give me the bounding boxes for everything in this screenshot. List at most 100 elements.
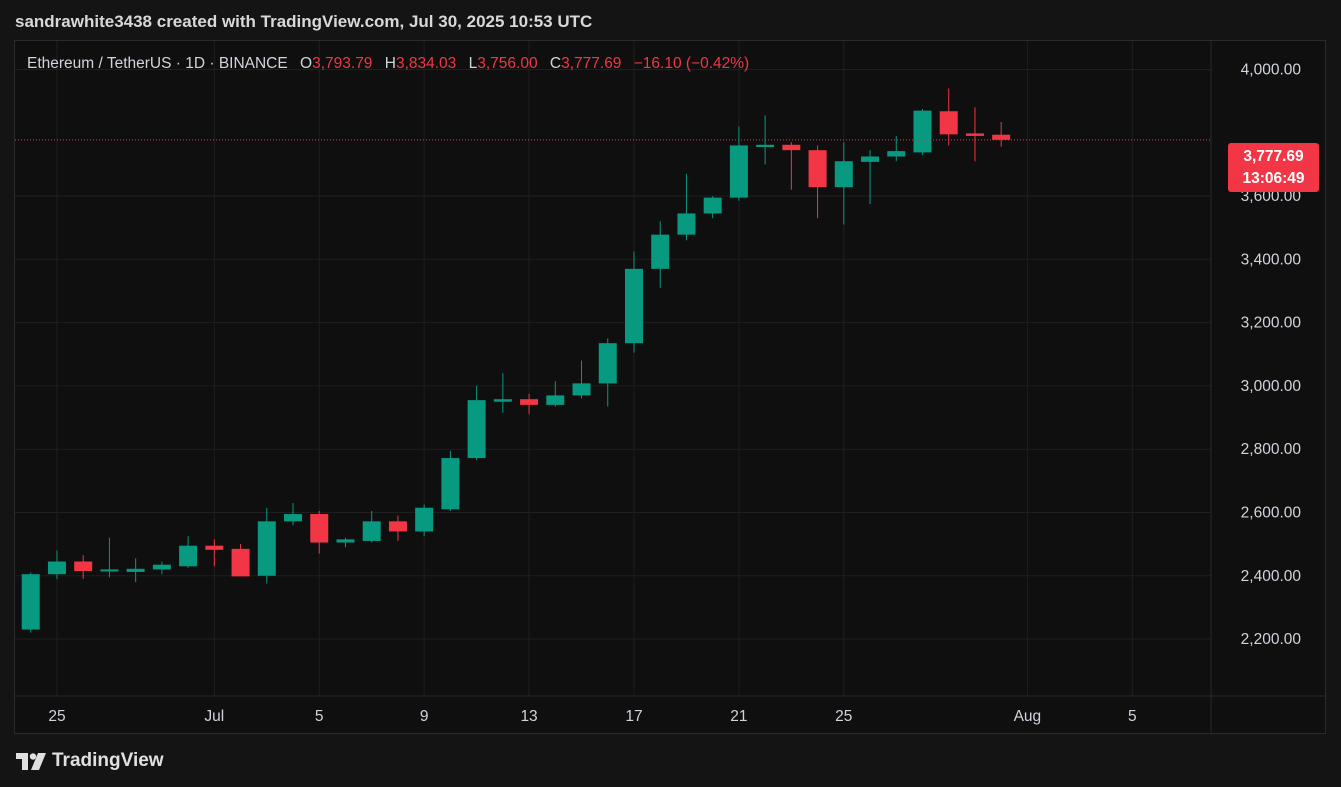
y-tick-label: 2,200.00 bbox=[1241, 631, 1302, 648]
bearish-candle bbox=[388, 515, 407, 541]
bar-countdown: 13:06:49 bbox=[1242, 170, 1305, 187]
candle-body bbox=[887, 151, 906, 157]
candle-body bbox=[284, 514, 303, 522]
last-price-tag: 3,777.69 13:06:49 bbox=[1228, 143, 1319, 192]
bearish-candle bbox=[808, 145, 827, 219]
candle-body bbox=[152, 564, 171, 570]
change-value: −16.10 (−0.42%) bbox=[633, 55, 750, 72]
x-tick-label: Jul bbox=[204, 708, 224, 725]
candle-body bbox=[782, 144, 801, 151]
tradingview-logo[interactable]: TradingView bbox=[16, 750, 164, 772]
last-price: 3,777.69 bbox=[1243, 148, 1304, 165]
candle-body bbox=[729, 145, 748, 198]
bullish-candle bbox=[861, 150, 880, 204]
bullish-candle bbox=[572, 360, 591, 399]
candle-body bbox=[913, 110, 932, 153]
candle-body bbox=[441, 458, 460, 510]
x-tick-label: 25 bbox=[48, 708, 65, 725]
x-tick-label: Aug bbox=[1014, 708, 1042, 725]
tradingview-brand: TradingView bbox=[52, 750, 164, 771]
bullish-candle bbox=[126, 558, 145, 583]
chart-credit: sandrawhite3438 created with TradingView… bbox=[15, 12, 593, 31]
bullish-candle bbox=[21, 572, 40, 633]
candle-body bbox=[677, 213, 696, 235]
bullish-candle bbox=[913, 109, 932, 155]
bullish-candle bbox=[179, 536, 198, 568]
bearish-candle bbox=[992, 121, 1011, 147]
candle-body bbox=[179, 545, 198, 567]
y-tick-label: 2,800.00 bbox=[1241, 441, 1302, 458]
candlestick-chart[interactable]: 2,200.00 2,400.00 2,600.00 2,800.00 3,000.00… bbox=[15, 41, 1325, 733]
candle-body bbox=[834, 161, 853, 188]
candle-body bbox=[231, 548, 250, 577]
candle-body bbox=[100, 569, 119, 572]
candle-body bbox=[126, 568, 145, 572]
close-label: C bbox=[549, 55, 562, 72]
candle-body bbox=[572, 383, 591, 396]
bearish-candle bbox=[965, 107, 984, 162]
chart-panel[interactable]: 2,200.00 2,400.00 2,600.00 2,800.00 3,000.00… bbox=[14, 40, 1326, 734]
open-value: 3,793.79 bbox=[312, 55, 373, 72]
candle-body bbox=[546, 395, 565, 405]
bullish-candle bbox=[651, 221, 670, 288]
y-tick-label: 2,400.00 bbox=[1241, 568, 1302, 585]
candle-body bbox=[520, 399, 539, 405]
bearish-candle bbox=[74, 555, 93, 579]
candle-body bbox=[651, 234, 670, 269]
x-tick-label: 5 bbox=[315, 708, 324, 725]
candle-body bbox=[415, 507, 434, 532]
bullish-candle bbox=[441, 450, 460, 511]
candle-body bbox=[703, 197, 722, 214]
bullish-candle bbox=[47, 550, 66, 579]
tradingview-logo-icon bbox=[16, 752, 46, 770]
candle-body bbox=[467, 400, 486, 459]
bearish-candle bbox=[782, 142, 801, 190]
candle-body bbox=[965, 133, 984, 136]
bullish-candle bbox=[257, 507, 276, 584]
candle-body bbox=[310, 514, 329, 543]
close-value: 3,777.69 bbox=[561, 55, 622, 72]
bullish-candle bbox=[598, 338, 617, 407]
candle-body bbox=[336, 539, 355, 543]
bullish-candle bbox=[834, 142, 853, 225]
y-tick-label: 3,200.00 bbox=[1241, 315, 1302, 332]
bearish-candle bbox=[939, 88, 958, 146]
y-tick-label: 3,600.00 bbox=[1241, 188, 1302, 205]
x-tick-label: 5 bbox=[1128, 708, 1137, 725]
bullish-candle bbox=[493, 373, 512, 413]
bullish-candle bbox=[677, 173, 696, 241]
low-value: 3,756.00 bbox=[477, 55, 538, 72]
high-label: H bbox=[384, 55, 396, 72]
bullish-candle bbox=[703, 196, 722, 219]
x-tick-label: 21 bbox=[730, 708, 747, 725]
x-tick-label: 17 bbox=[625, 708, 642, 725]
bullish-candle bbox=[284, 502, 303, 526]
x-tick-label: 9 bbox=[420, 708, 429, 725]
x-tick-label: 13 bbox=[520, 708, 537, 725]
bullish-candle bbox=[362, 510, 381, 543]
candle-body bbox=[362, 521, 381, 541]
candle-body bbox=[47, 561, 66, 575]
candle-body bbox=[493, 399, 512, 402]
y-tick-label: 3,000.00 bbox=[1241, 378, 1302, 395]
high-value: 3,834.03 bbox=[395, 55, 457, 72]
open-label: O bbox=[300, 55, 313, 72]
bullish-candle bbox=[546, 381, 565, 407]
bearish-candle bbox=[231, 544, 250, 577]
y-tick-label: 2,600.00 bbox=[1241, 504, 1302, 521]
candle-body bbox=[74, 561, 93, 572]
y-tick-label: 3,400.00 bbox=[1241, 251, 1302, 268]
candle-body bbox=[939, 111, 958, 135]
candle-body bbox=[808, 150, 827, 188]
bullish-candle bbox=[467, 385, 486, 461]
symbol-name: Ethereum / TetherUS · 1D · BINANCE bbox=[27, 55, 288, 72]
bullish-candle bbox=[729, 126, 748, 201]
candle-body bbox=[21, 574, 40, 630]
bearish-candle bbox=[205, 539, 224, 567]
bullish-candle bbox=[887, 135, 906, 162]
candle-body bbox=[205, 545, 224, 550]
candle-body bbox=[257, 521, 276, 576]
bearish-candle bbox=[520, 393, 539, 415]
candle-body bbox=[861, 156, 880, 162]
candle-body bbox=[624, 268, 643, 344]
